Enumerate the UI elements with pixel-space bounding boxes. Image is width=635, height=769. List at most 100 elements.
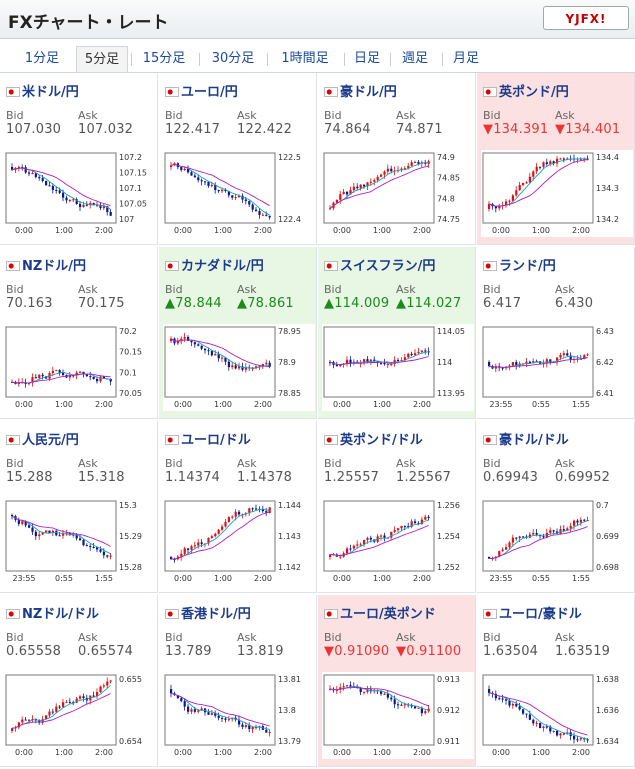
pair-title[interactable]: 英ポンド/ドル: [324, 429, 423, 448]
rate-cell[interactable]: 香港ドル/円 Bid Ask 13.789 13.819 13.81 13.8 13.79 0:…: [159, 595, 317, 767]
pair-title[interactable]: NZドル/円: [6, 255, 86, 274]
x-tick-label: 0:55: [55, 574, 73, 583]
candle-body: [556, 730, 559, 736]
candle-body: [85, 545, 88, 547]
y-tick-label: 0.913: [437, 675, 460, 684]
candle-body: [386, 693, 389, 698]
candle-body: [562, 733, 565, 735]
candlestick-chart: 13.81 13.8 13.79 0:00 1:00 2:00: [164, 674, 301, 757]
x-tick-label: 0:00: [333, 748, 351, 757]
mini-chart[interactable]: 107.2 107.15 107.1 107.05 107 0:00 1:00 2:00: [4, 150, 156, 237]
mini-chart[interactable]: 74.9 74.85 74.8 74.75 0:00 1:00 2:00: [322, 150, 474, 237]
bid-value: 122.417: [165, 122, 221, 137]
tab-4[interactable]: 1時間足: [281, 51, 329, 66]
mini-chart[interactable]: 15.3 15.29 15.28 23:55 0:55 1:55: [4, 498, 156, 585]
pair-title[interactable]: 豪ドル/円: [324, 81, 397, 100]
candle-body: [41, 532, 44, 535]
rate-cell[interactable]: NZドル/円 Bid Ask 70.163 70.175 70.2 70.15 70.1 70.…: [0, 247, 158, 419]
mini-chart[interactable]: 122.5 122.4 0:00 1:00 2:00: [163, 150, 315, 237]
rate-cell[interactable]: 豪ドル/円 Bid Ask 74.864 74.871 74.9 74.85 74.8 74.7…: [318, 73, 476, 245]
rate-cell[interactable]: NZドル/ドル Bid Ask 0.65558 0.65574 0.655 0.654 0:0…: [0, 595, 158, 767]
rate-cell[interactable]: 米ドル/円 Bid Ask 107.030 107.032 107.2 107.15 107.…: [0, 73, 158, 245]
chart-frame: [164, 674, 276, 746]
candle-body: [386, 168, 389, 172]
mini-chart[interactable]: 114.05 114 113.95 0:00 1:00 2:00: [322, 324, 474, 411]
mini-chart[interactable]: 1.256 1.254 1.252 0:00 1:00 2:00: [322, 498, 474, 585]
mini-chart[interactable]: 13.81 13.8 13.79 0:00 1:00 2:00: [163, 672, 315, 759]
mini-chart[interactable]: 6.43 6.42 6.41 23:55 0:55 1:55: [481, 324, 633, 411]
candle-body: [89, 202, 92, 206]
tab-6[interactable]: 週足: [401, 51, 428, 66]
candle-body: [515, 362, 518, 366]
pair-title[interactable]: 香港ドル/円: [165, 603, 251, 622]
pair-title[interactable]: 人民元/円: [6, 429, 79, 448]
mini-chart[interactable]: 0.7 0.699 0.698 23:55 0:55 1:55: [481, 498, 633, 585]
mini-chart[interactable]: 1.144 1.143 1.142 0:00 1:00 2:00: [163, 498, 315, 585]
rate-cell[interactable]: カナダドル/円 Bid Ask ▲78.844 ▲78.861 78.95 78.9 78.8…: [159, 247, 317, 419]
rate-cell[interactable]: ユーロ/円 Bid Ask 122.417 122.422 122.5 122.4 0:00 1…: [159, 73, 317, 245]
mini-chart[interactable]: 0.913 0.912 0.911 0:00 1:00 2:00: [322, 672, 474, 759]
mini-chart[interactable]: 1.638 1.636 1.634 0:00 1:00 2:00: [481, 672, 633, 759]
mini-chart[interactable]: 78.95 78.9 78.85 0:00 1:00 2:00: [163, 324, 315, 411]
mini-chart[interactable]: 0.655 0.654 0:00 1:00 2:00: [4, 672, 156, 759]
chart-frame: [5, 326, 117, 398]
pair-title[interactable]: スイスフラン/円: [324, 255, 435, 274]
y-tick-label: 0.911: [437, 737, 460, 746]
rate-cell[interactable]: 人民元/円 Bid Ask 15.288 15.318 15.3 15.29 15.28 23:…: [0, 421, 158, 593]
candle-body: [79, 538, 82, 540]
pair-title[interactable]: 豪ドル/ドル: [483, 429, 569, 448]
pair-title[interactable]: ランド/円: [483, 255, 556, 274]
tab-7[interactable]: 月足: [452, 51, 479, 66]
candle-body: [190, 340, 193, 343]
ask-label: Ask: [78, 631, 98, 644]
candle-body: [207, 712, 210, 715]
x-tick-label: 0:55: [532, 574, 550, 583]
tabs-divider: [0, 72, 635, 73]
pair-title[interactable]: NZドル/ドル: [6, 603, 99, 622]
rate-cell[interactable]: 英ポンド/円 Bid Ask ▼134.391 ▼134.401 134.4 134.3 13…: [477, 73, 635, 245]
candle-body: [410, 521, 413, 527]
rate-cell[interactable]: ユーロ/豪ドル Bid Ask 1.63504 1.63519 1.638 1.636 1.6…: [477, 595, 635, 767]
candle-body: [505, 201, 508, 206]
pair-title[interactable]: ユーロ/英ポンド: [324, 603, 436, 622]
candle-body: [562, 353, 565, 355]
candle-body: [72, 702, 75, 704]
bid-label: Bid: [6, 631, 24, 644]
candle-body: [238, 511, 241, 515]
page-title: FXチャート・レート: [8, 13, 169, 33]
tab-0[interactable]: 1分足: [24, 51, 60, 66]
candle-body: [251, 727, 254, 730]
mini-chart[interactable]: 70.2 70.15 70.1 70.05 0:00 1:00 2:00: [4, 324, 156, 411]
candle-body: [41, 374, 44, 377]
pair-title[interactable]: カナダドル/円: [165, 255, 264, 274]
rate-cell[interactable]: スイスフラン/円 Bid Ask ▲114.009 ▲114.027 114.05 114 1…: [318, 247, 476, 419]
x-tick-label: 2:00: [95, 748, 113, 757]
pair-title[interactable]: ユーロ/円: [165, 81, 238, 100]
tab-2[interactable]: 15分足: [142, 51, 186, 66]
candle-body: [190, 709, 193, 712]
y-tick-label: 6.43: [596, 327, 614, 336]
rate-cell[interactable]: 豪ドル/ドル Bid Ask 0.69943 0.69952 0.7 0.699 0.698 2…: [477, 421, 635, 593]
candle-body: [200, 542, 203, 544]
candle-body: [518, 536, 521, 539]
bid-label: Bid: [483, 457, 501, 470]
mini-chart[interactable]: 134.4 134.3 134.2 0:00 1:00 2:00: [481, 150, 633, 237]
pair-title[interactable]: ユーロ/ドル: [165, 429, 251, 448]
candle-body: [528, 534, 531, 538]
candle-body: [528, 361, 531, 363]
candle-body: [51, 370, 54, 374]
pair-title[interactable]: ユーロ/豪ドル: [483, 603, 582, 622]
tab-5[interactable]: 日足: [353, 51, 380, 66]
tab-1[interactable]: 5分足: [76, 46, 128, 72]
rate-cell[interactable]: ユーロ/ドル Bid Ask 1.14374 1.14378 1.144 1.143 1.14…: [159, 421, 317, 593]
pair-title[interactable]: 米ドル/円: [6, 81, 79, 100]
pair-title[interactable]: 英ポンド/円: [483, 81, 569, 100]
rate-cell[interactable]: 英ポンド/ドル Bid Ask 1.25557 1.25567 1.256 1.254 1.2…: [318, 421, 476, 593]
yjfx-logo[interactable]: YJFX!: [543, 6, 629, 30]
ask-value: 70.175: [78, 296, 125, 311]
rate-cell[interactable]: ユーロ/英ポンド Bid Ask ▼0.91090 ▼0.91100 0.913 0.912…: [318, 595, 476, 767]
rate-cell[interactable]: ランド/円 Bid Ask 6.417 6.430 6.43 6.42 6.41 23:55 0:…: [477, 247, 635, 419]
tab-3[interactable]: 30分足: [211, 51, 255, 66]
x-tick-label: 2:00: [413, 574, 431, 583]
y-tick-label: 15.28: [119, 563, 142, 572]
